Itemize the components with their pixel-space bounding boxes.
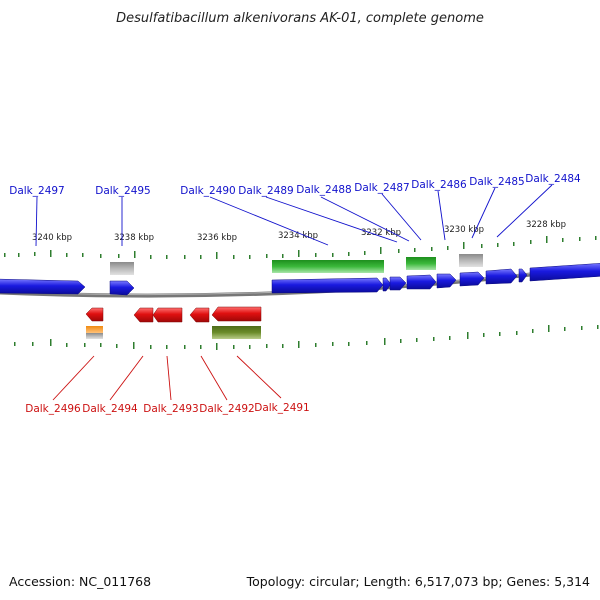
gene-label-dalk-2486: Dalk_2486 xyxy=(411,179,467,191)
gene-arrow-forward xyxy=(389,276,407,291)
scale-label-3232: 3232 kbp xyxy=(361,228,401,238)
gene-label-dalk-2493: Dalk_2493 xyxy=(143,403,199,415)
misc-feature xyxy=(212,326,261,339)
gene-label-dalk-2495: Dalk_2495 xyxy=(95,185,151,197)
bottom-scale-ticks xyxy=(14,325,599,350)
scale-label-3230: 3230 kbp xyxy=(444,225,484,235)
gene-label-dalk-2494: Dalk_2494 xyxy=(82,403,138,415)
gene-label-dalk-2496: Dalk_2496 xyxy=(25,403,81,415)
bottom-leader-lines xyxy=(52,355,282,401)
scale-label-3240: 3240 kbp xyxy=(32,233,72,243)
top-scale-ticks xyxy=(4,236,597,259)
gene-arrow-forward xyxy=(0,278,86,295)
gene-label-dalk-2485: Dalk_2485 xyxy=(469,176,525,188)
genome-summary-text: Topology: circular; Length: 6,517,073 bp… xyxy=(246,574,590,589)
trna-feature xyxy=(86,326,103,333)
gene-label-dalk-2489: Dalk_2489 xyxy=(238,185,294,197)
gene-arrow-forward xyxy=(271,277,384,294)
gene-arrow-forward xyxy=(406,274,437,290)
gene-label-dalk-2497: Dalk_2497 xyxy=(9,185,65,197)
gene-arrow-reverse xyxy=(152,307,183,323)
gene-arrow-forward xyxy=(485,268,518,285)
gene-arrow-forward xyxy=(382,277,392,292)
scale-label-3228: 3228 kbp xyxy=(526,220,566,230)
gene-arrow-forward xyxy=(529,263,600,282)
gene-label-dalk-2491: Dalk_2491 xyxy=(254,402,310,414)
gene-label-dalk-2488: Dalk_2488 xyxy=(296,184,352,196)
top-leader-lines xyxy=(35,184,553,247)
accession-text: Accession: NC_011768 xyxy=(9,574,151,589)
gene-arrow-forward xyxy=(436,273,457,289)
gene-label-dalk-2484: Dalk_2484 xyxy=(525,173,581,185)
gene-arrow-forward xyxy=(109,280,135,296)
pseudogene-feature xyxy=(110,262,134,275)
gene-arrow-forward xyxy=(459,271,485,287)
pseudogene-feature xyxy=(86,333,103,339)
forward-strand-genes xyxy=(0,263,600,296)
reverse-strand-genes xyxy=(85,306,262,323)
scale-label-3234: 3234 kbp xyxy=(278,231,318,241)
figure-title: Desulfatibacillum alkenivorans AK-01, co… xyxy=(116,11,484,26)
gene-arrow-reverse xyxy=(85,307,104,322)
rna-feature xyxy=(272,260,384,273)
scale-label-3236: 3236 kbp xyxy=(197,233,237,243)
forward-strand-features xyxy=(110,254,483,275)
pseudogene-feature xyxy=(459,254,483,267)
gene-arrow-forward xyxy=(518,268,528,283)
gene-arrow-reverse xyxy=(211,306,262,322)
rna-feature xyxy=(406,257,436,270)
gene-label-dalk-2492: Dalk_2492 xyxy=(199,403,255,415)
gene-label-dalk-2487: Dalk_2487 xyxy=(354,182,410,194)
scale-label-3238: 3238 kbp xyxy=(114,233,154,243)
gene-label-dalk-2490: Dalk_2490 xyxy=(180,185,236,197)
gene-arrow-reverse xyxy=(133,307,154,323)
reverse-strand-features xyxy=(86,326,261,339)
gene-arrow-reverse xyxy=(189,307,210,323)
